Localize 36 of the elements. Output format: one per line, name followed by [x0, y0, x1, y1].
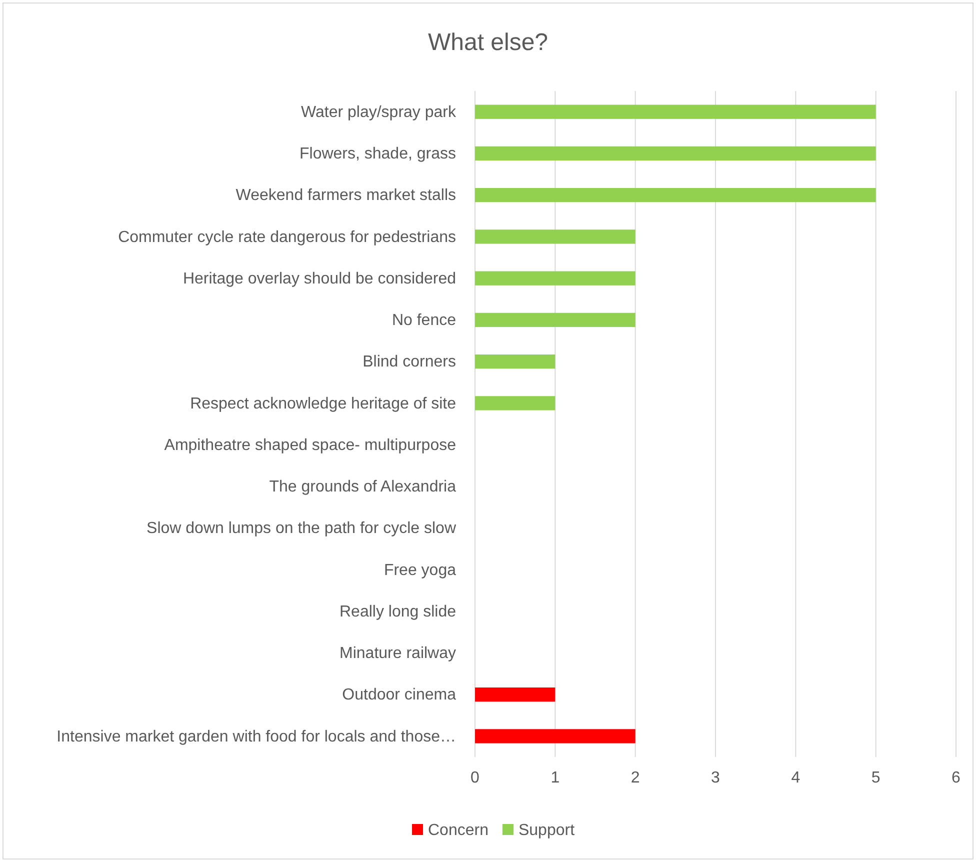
y-tick-label: Free yoga [384, 562, 456, 579]
y-tick-label: Minature railway [340, 645, 456, 662]
x-tick-label: 0 [470, 769, 480, 786]
x-tick-label: 5 [871, 769, 880, 786]
y-tick-label: Commuter cycle rate dangerous for pedestrians [118, 228, 456, 246]
y-tick-label: Blind corners [362, 354, 456, 371]
bar [475, 312, 636, 328]
legend-label: Support [518, 822, 576, 839]
y-tick-label: The grounds of Alexandria [269, 478, 456, 496]
x-tick-label: 2 [630, 769, 640, 786]
y-tick-label: Slow down lumps on the path for cycle slow [146, 520, 456, 538]
x-tick-label: 3 [711, 769, 720, 786]
bar [475, 188, 876, 202]
bar [475, 729, 636, 744]
y-tick-label: Ampitheatre shaped space- multipurpose [164, 436, 456, 454]
y-tick-label: Weekend farmers market stalls [236, 187, 456, 204]
x-tick-label: 6 [952, 769, 961, 786]
y-tick-label: No fence [392, 312, 456, 330]
bar [475, 104, 876, 119]
y-tick-label: Water play/spray park [300, 104, 457, 121]
y-tick-label: Respect acknowledge heritage of site [190, 395, 456, 412]
bar [475, 687, 556, 702]
chart-title: What else? [428, 29, 548, 56]
y-tick-label: Intensive market garden with food for locals and those… [56, 728, 456, 746]
x-tick-label: 1 [550, 769, 560, 786]
bar [475, 396, 556, 410]
y-tick-label: Really long slide [339, 603, 456, 620]
bar [475, 230, 636, 244]
bar [475, 146, 876, 161]
y-tick-label: Flowers, shade, grass [299, 146, 456, 163]
bar [475, 271, 636, 286]
x-tick-label: 4 [791, 769, 800, 786]
y-tick-label: Outdoor cinema [342, 686, 456, 704]
y-tick-label: Heritage overlay should be considered [182, 270, 456, 288]
legend-label: Concern [428, 822, 488, 839]
bar [475, 354, 556, 369]
